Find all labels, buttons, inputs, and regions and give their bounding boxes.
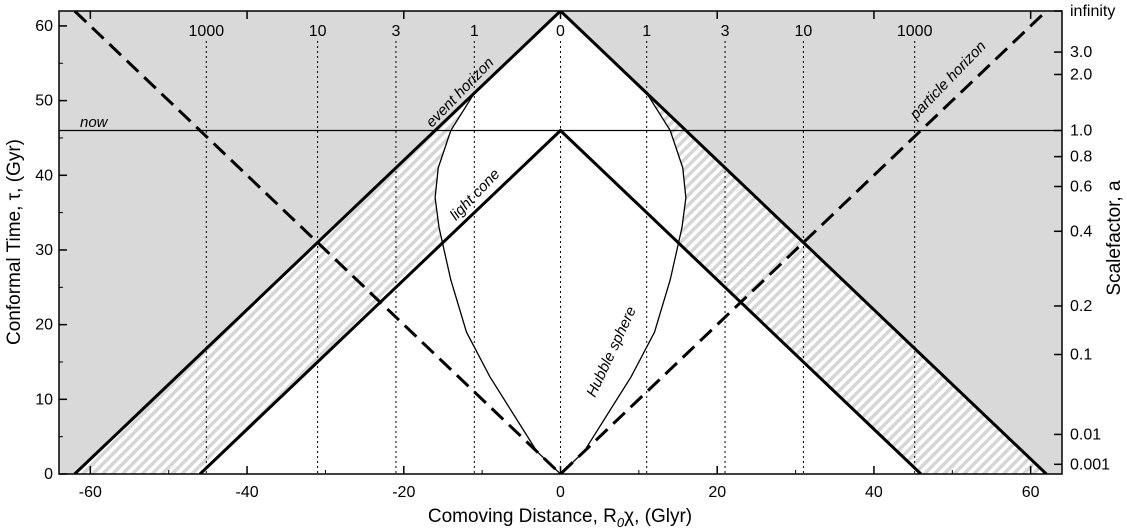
x-axis-title: Comoving Distance, R0χ, (Glyr) xyxy=(428,506,692,530)
redshift-label: 1 xyxy=(470,23,479,40)
x-tick-label: -40 xyxy=(236,484,259,501)
y-axis-right-title: Scalefactor, a xyxy=(1104,180,1125,296)
y-tick-label: 10 xyxy=(35,391,53,408)
scalefactor-label: 3.0 xyxy=(1070,44,1092,61)
y-axis-title: Conformal Time, τ, (Gyr) xyxy=(4,139,25,345)
y-tick-label: 0 xyxy=(44,466,53,483)
x-tick-label: 0 xyxy=(556,484,565,501)
redshift-label: 0 xyxy=(556,23,565,40)
now-label: now xyxy=(80,114,109,131)
particle-horizon-line xyxy=(73,11,1048,474)
scalefactor-label: 0.001 xyxy=(1070,456,1110,473)
x-tick-label: 60 xyxy=(1022,484,1040,501)
scalefactor-label: 0.8 xyxy=(1070,149,1092,166)
redshift-label: 1000 xyxy=(189,23,225,40)
x-axis-title-main: Comoving Distance, R xyxy=(428,506,617,527)
x-axis-title-rest: χ, (Glyr) xyxy=(624,506,692,527)
scalefactor-label: 0.6 xyxy=(1070,178,1092,195)
x-axis-title-sub: 0 xyxy=(617,515,625,530)
redshift-label: 10 xyxy=(309,23,327,40)
x-tick-label: -60 xyxy=(79,484,102,501)
redshift-label: 1 xyxy=(642,23,651,40)
x-tick-label: -20 xyxy=(392,484,415,501)
scalefactor-label: 0.01 xyxy=(1070,426,1101,443)
scalefactor-label: 0.4 xyxy=(1070,223,1092,240)
scalefactor-label: infinity xyxy=(1070,3,1115,20)
event-horizon-line xyxy=(73,11,1048,474)
scalefactor-label: 0.1 xyxy=(1070,347,1092,364)
y-tick-label: 60 xyxy=(35,18,53,35)
scalefactor-label: 1.0 xyxy=(1070,122,1092,139)
light-cone-line xyxy=(199,128,922,474)
y-tick-label: 50 xyxy=(35,93,53,110)
x-tick-label: 40 xyxy=(865,484,883,501)
scalefactor-label: 2.0 xyxy=(1070,66,1092,83)
y-tick-label: 30 xyxy=(35,242,53,259)
y-tick-label: 20 xyxy=(35,317,53,334)
y-tick-label: 40 xyxy=(35,167,53,184)
scalefactor-label: 0.2 xyxy=(1070,298,1092,315)
x-tick-label: 20 xyxy=(708,484,726,501)
redshift-label: 3 xyxy=(391,23,400,40)
redshift-label: 3 xyxy=(721,23,730,40)
redshift-label: 10 xyxy=(795,23,813,40)
redshift-label: 1000 xyxy=(897,23,933,40)
